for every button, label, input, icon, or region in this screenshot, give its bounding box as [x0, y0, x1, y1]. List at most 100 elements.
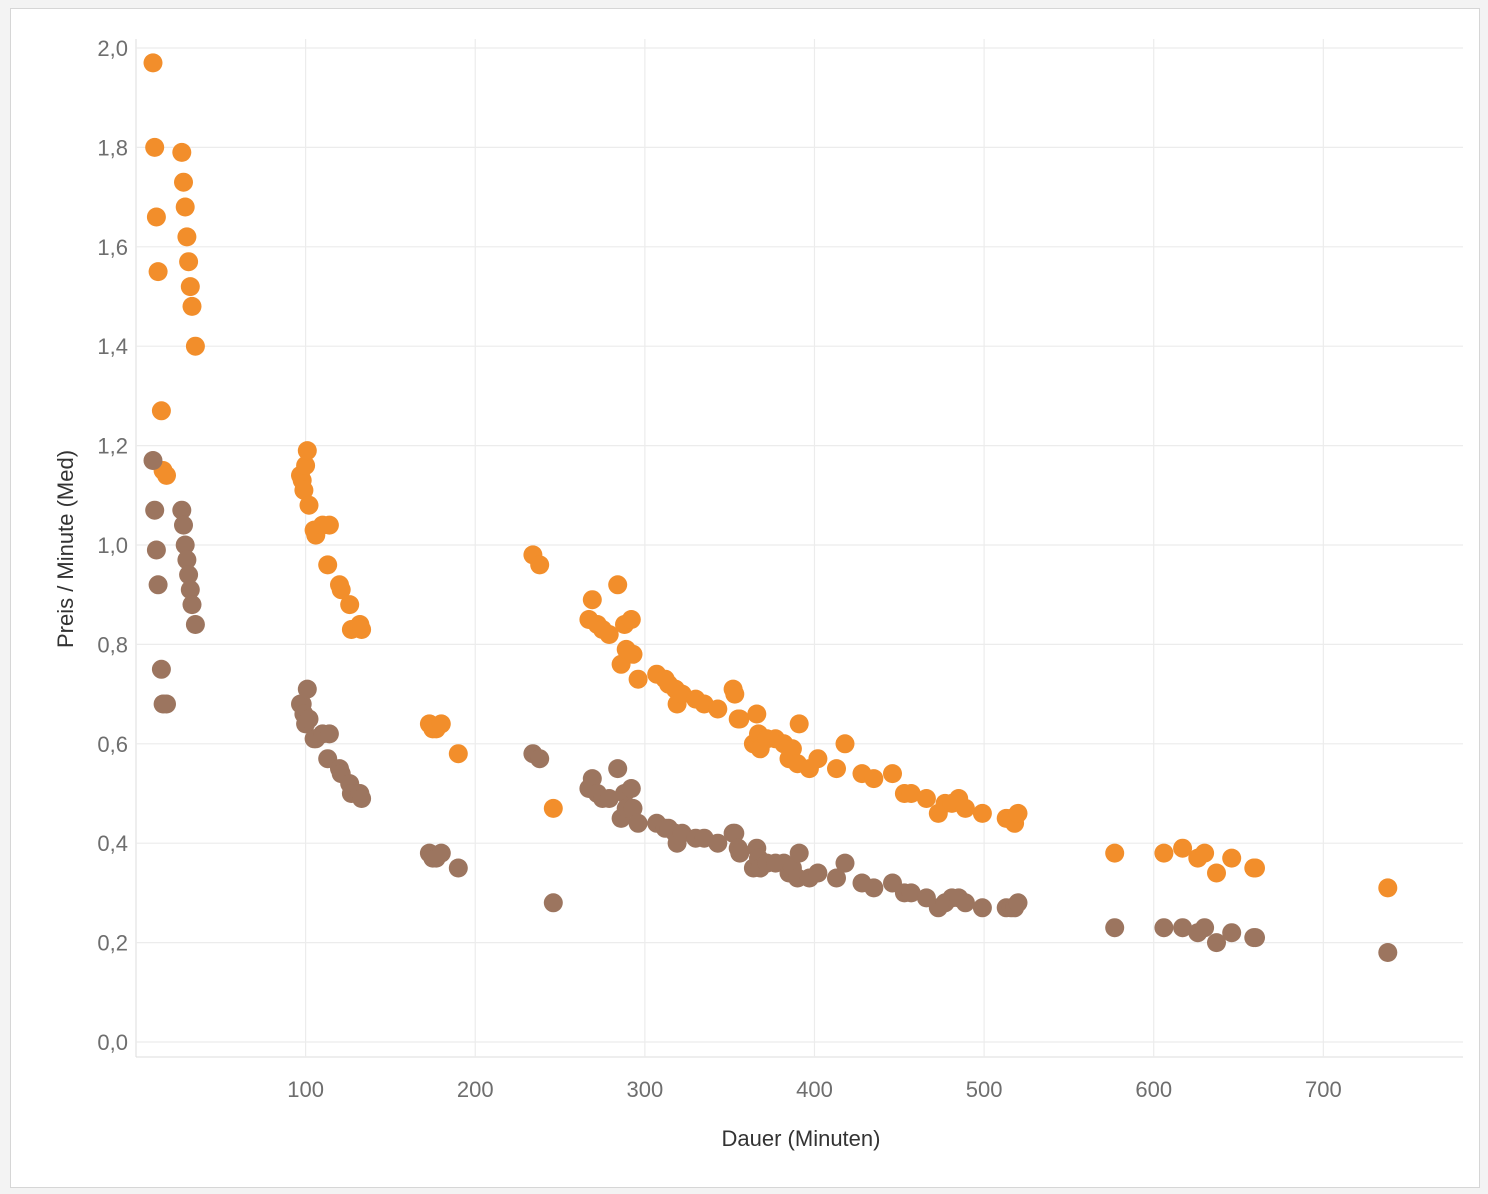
data-point: [431, 843, 451, 863]
data-point: [146, 207, 166, 227]
y-axis-title: Preis / Minute (Med): [53, 450, 78, 648]
data-point: [599, 789, 619, 808]
data-point: [185, 336, 205, 356]
data-point: [299, 495, 319, 515]
data-point: [172, 500, 192, 520]
data-point: [319, 515, 339, 535]
y-tick-label: 1,2: [97, 434, 128, 459]
data-point: [582, 769, 602, 789]
chart-frame: 100 200 300 400 500 600 700 0,0 0,2 0,4 0,6 0,8 1,0…: [10, 8, 1480, 1188]
data-point: [299, 709, 319, 729]
data-point: [1154, 918, 1174, 938]
data-point: [182, 296, 202, 316]
y-tick-label: 1,0: [97, 533, 128, 558]
x-tick-label: 200: [457, 1077, 494, 1102]
data-point: [1008, 893, 1028, 913]
data-point: [827, 868, 846, 888]
data-point: [143, 53, 163, 73]
data-point: [145, 137, 165, 157]
data-point: [177, 227, 197, 247]
data-point: [177, 550, 197, 570]
data-point: [431, 714, 451, 734]
data-point: [1378, 878, 1398, 898]
data-point: [1105, 918, 1125, 938]
data-point: [623, 644, 643, 664]
grid-lines: [135, 39, 1463, 1058]
data-point: [175, 197, 195, 217]
data-point: [174, 515, 193, 535]
data-point: [782, 739, 802, 759]
data-point: [864, 878, 884, 898]
x-tick-label: 100: [287, 1077, 324, 1102]
data-point: [148, 262, 168, 282]
data-point: [182, 595, 202, 615]
x-tick-label: 400: [796, 1077, 833, 1102]
data-point: [730, 843, 750, 863]
data-point: [151, 659, 171, 679]
data-point: [157, 694, 176, 714]
data-point: [628, 813, 648, 833]
y-tick-label: 1,4: [97, 334, 128, 359]
scatter-chart: 100 200 300 400 500 600 700 0,0 0,2 0,4 0,6 0,8 1,0…: [53, 36, 1463, 1151]
data-point: [628, 669, 648, 689]
data-point: [1207, 863, 1226, 883]
y-tick-label: 0,2: [97, 931, 128, 956]
data-point: [730, 709, 750, 729]
data-point: [179, 565, 199, 585]
data-point: [146, 540, 166, 560]
data-point: [864, 769, 884, 789]
data-point: [319, 724, 339, 744]
data-point: [543, 798, 563, 818]
data-point: [297, 679, 317, 699]
data-point: [955, 893, 975, 913]
data-point: [180, 277, 200, 297]
data-point: [972, 898, 992, 918]
data-point: [1378, 943, 1398, 962]
data-point: [1246, 928, 1265, 948]
data-point: [1207, 933, 1226, 953]
data-point: [1173, 918, 1193, 938]
data-point: [352, 620, 372, 639]
y-axis-ticks: 0,0 0,2 0,4 0,6 0,8 1,0 1,2 1,4 1,6 1,8 2,0: [97, 36, 128, 1055]
data-point: [179, 252, 199, 272]
data-point: [608, 759, 628, 779]
x-axis-ticks: 100 200 300 400 500 600 700: [287, 1077, 1341, 1102]
data-point: [708, 699, 728, 719]
y-tick-label: 1,8: [97, 135, 128, 160]
data-point: [916, 789, 936, 808]
data-point: [157, 465, 176, 485]
data-point: [543, 893, 563, 913]
x-axis-title: Dauer (Minuten): [722, 1126, 881, 1151]
data-point: [296, 456, 316, 475]
data-point: [175, 535, 195, 555]
data-point: [448, 858, 468, 878]
data-point: [827, 759, 846, 779]
data-point: [621, 610, 641, 629]
data-point: [352, 789, 372, 808]
data-point: [318, 555, 338, 575]
data-points: [143, 53, 1398, 962]
data-point: [1222, 848, 1242, 868]
data-point: [621, 779, 641, 798]
x-tick-label: 600: [1135, 1077, 1172, 1102]
x-tick-label: 300: [627, 1077, 664, 1102]
y-tick-label: 0,4: [97, 831, 128, 856]
data-point: [148, 575, 168, 595]
data-point: [1222, 923, 1242, 943]
data-point: [789, 843, 809, 863]
data-point: [835, 734, 855, 754]
data-point: [955, 798, 975, 818]
data-point: [294, 480, 314, 500]
data-point: [151, 401, 171, 421]
data-point: [599, 625, 619, 644]
data-point: [972, 803, 992, 823]
data-point: [725, 823, 745, 843]
data-point: [448, 744, 468, 764]
y-tick-label: 0,8: [97, 632, 128, 657]
data-point: [145, 500, 165, 520]
data-point: [789, 714, 809, 734]
data-point: [1105, 843, 1125, 863]
data-point: [808, 863, 828, 883]
data-point: [530, 555, 550, 575]
x-tick-label: 500: [966, 1077, 1003, 1102]
